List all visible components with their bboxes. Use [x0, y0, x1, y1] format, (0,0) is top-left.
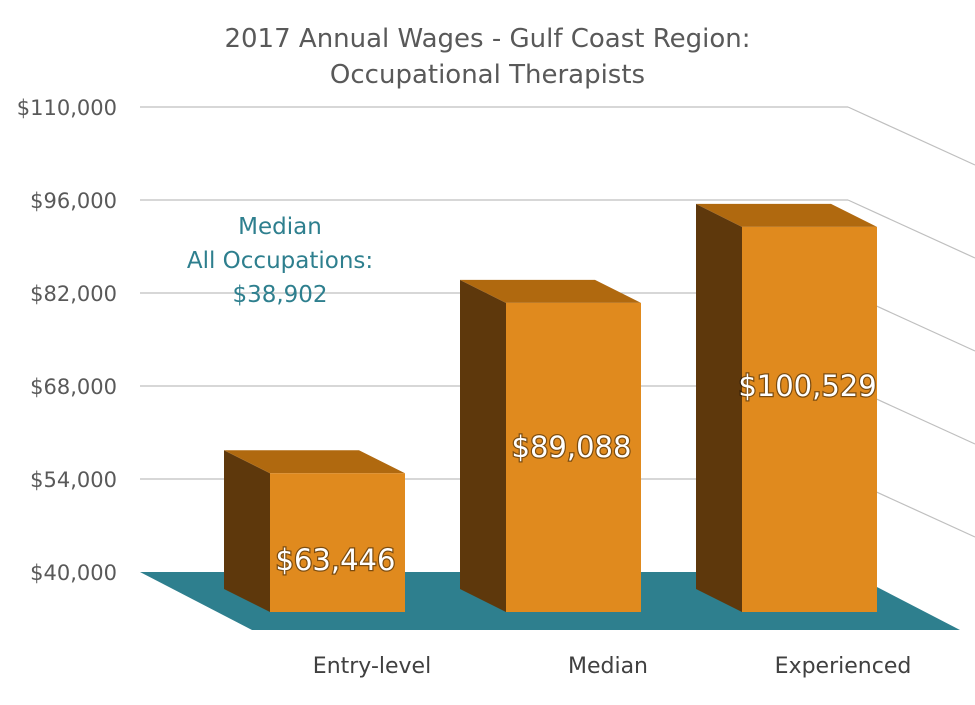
y-tick-label: $40,000 [30, 561, 117, 585]
x-axis-tick-labels: Entry-level Median Experienced [313, 654, 912, 679]
bar-front [506, 302, 641, 612]
gridline-side [847, 199, 975, 259]
y-tick-label: $54,000 [30, 468, 117, 492]
y-tick-label: $110,000 [17, 96, 117, 120]
annotation-line-2: All Occupations: [186, 248, 374, 274]
bar-top [224, 450, 405, 474]
y-tick-label: $96,000 [30, 189, 117, 213]
bar-side [460, 279, 506, 612]
bar-top [460, 279, 641, 303]
y-tick-label: $68,000 [30, 375, 117, 399]
gridline-side [847, 106, 975, 166]
chart-title: 2017 Annual Wages - Gulf Coast Region: [224, 24, 751, 54]
bar-side [696, 203, 742, 613]
x-tick-label: Experienced [775, 654, 912, 679]
x-tick-label: Median [568, 654, 648, 679]
annotation-value: $38,902 [232, 282, 328, 308]
x-tick-label: Entry-level [313, 654, 431, 679]
bar-front [742, 226, 877, 613]
bar-median: $89,088 [460, 279, 641, 612]
y-axis-tick-labels: $40,000 $54,000 $68,000 $82,000 $96,000 $110,… [17, 96, 117, 585]
data-label: $89,088 [512, 430, 632, 464]
bar-front [270, 473, 405, 612]
bars: $63,446 $89,088 $100,529 [224, 203, 878, 613]
bar-side [224, 450, 270, 612]
bar-top [696, 203, 877, 227]
data-label: $63,446 [276, 543, 396, 577]
data-label: $100,529 [738, 369, 876, 403]
y-tick-label: $82,000 [30, 282, 117, 306]
annotation-line-1: Median [238, 214, 322, 240]
bar-entry-level: $63,446 [224, 450, 405, 612]
bar-experienced: $100,529 [696, 203, 878, 613]
chart-subtitle: Occupational Therapists [329, 60, 646, 90]
